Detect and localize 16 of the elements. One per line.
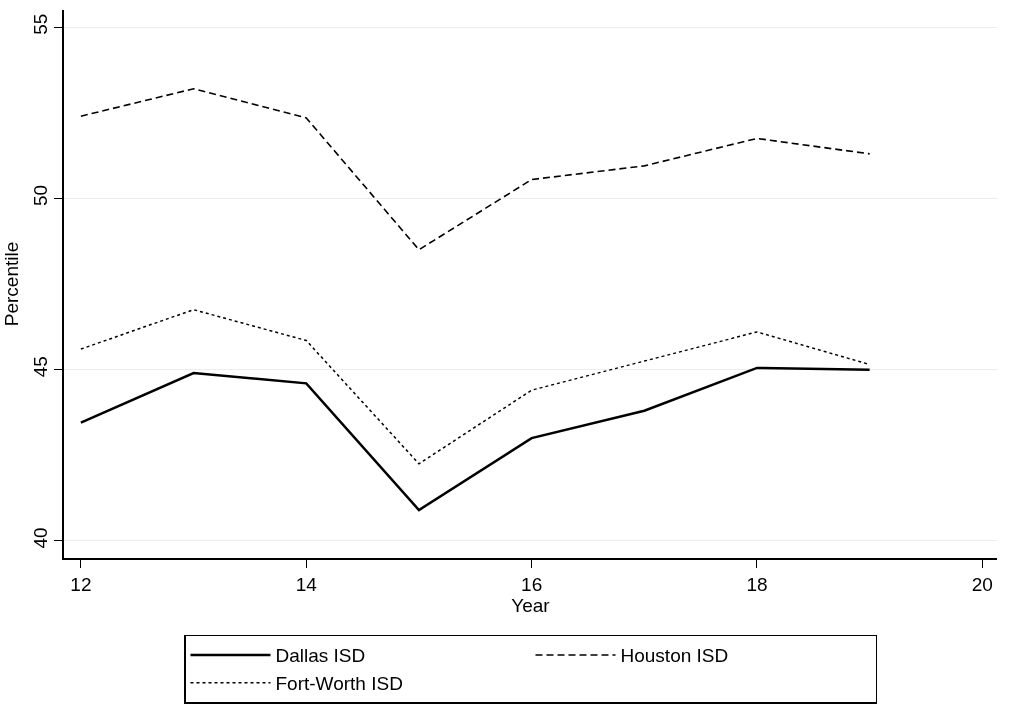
x-tick-label: 16 bbox=[521, 573, 543, 595]
y-axis-title: Percentile bbox=[1, 241, 22, 327]
legend-label: Houston ISD bbox=[620, 645, 729, 667]
y-tick-label: 55 bbox=[29, 13, 51, 35]
y-tick-label: 45 bbox=[29, 356, 51, 378]
x-tick-label: 14 bbox=[295, 573, 318, 595]
legend-label: Dallas ISD bbox=[275, 645, 366, 667]
y-tick-label: 40 bbox=[29, 527, 51, 549]
x-tick-label: 18 bbox=[746, 573, 768, 595]
y-tick-label: 50 bbox=[29, 184, 51, 207]
x-tick-label: 12 bbox=[70, 573, 92, 595]
line-series bbox=[80, 87, 871, 251]
x-axis-title: Year bbox=[511, 594, 551, 616]
legend-label: Fort-Worth ISD bbox=[275, 673, 403, 695]
x-tick-label: 20 bbox=[971, 573, 993, 595]
line-series bbox=[79, 366, 871, 512]
